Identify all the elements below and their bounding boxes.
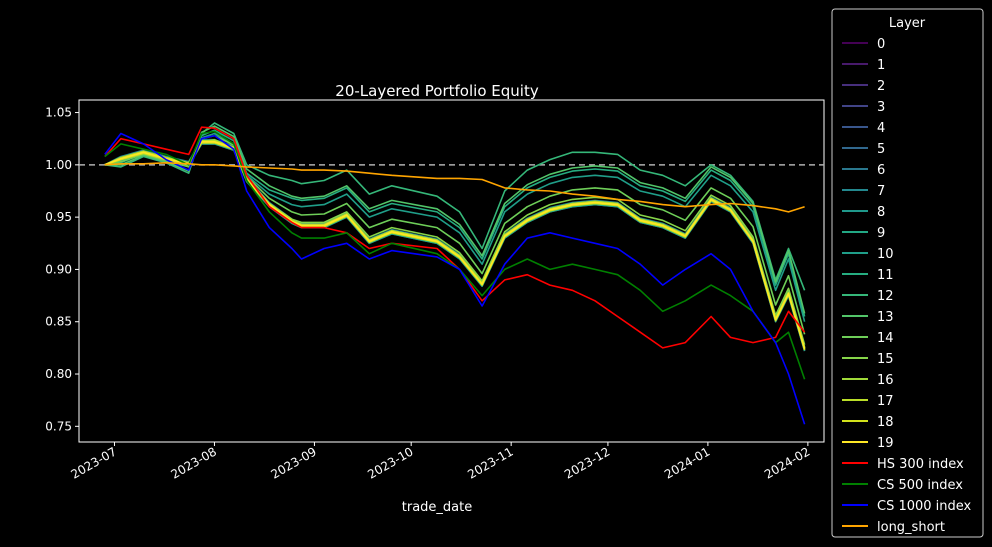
legend-label-21: CS 500 index [877, 478, 963, 493]
y-tick-label-2: 0.85 [45, 315, 72, 329]
series-line-13 [104, 125, 806, 314]
series-line-19 [104, 141, 806, 350]
x-tick-label-6: 2024-01 [662, 444, 712, 481]
legend-label-1: 1 [877, 58, 885, 73]
legend-label-19: 19 [877, 436, 894, 451]
legend-label-15: 15 [877, 352, 894, 367]
legend-label-9: 9 [877, 226, 885, 241]
legend-label-4: 4 [877, 121, 885, 136]
legend-label-18: 18 [877, 415, 894, 430]
legend-label-16: 16 [877, 373, 894, 388]
legend-label-3: 3 [877, 100, 885, 115]
legend-label-6: 6 [877, 163, 885, 178]
series-line-21 [104, 130, 806, 380]
legend-label-23: long_short [877, 520, 945, 535]
legend-label-7: 7 [877, 184, 885, 199]
x-tick-label-5: 2023-12 [562, 444, 612, 481]
legend-title: Layer [889, 16, 926, 31]
legend-label-22: CS 1000 index [877, 499, 972, 514]
series-line-20 [104, 126, 806, 349]
x-tick-label-0: 2023-07 [69, 444, 119, 481]
y-axis: 0.75 0.80 0.85 0.90 0.95 1.00 1.05 [45, 106, 79, 433]
legend-label-20: HS 300 index [877, 457, 964, 472]
x-tick-label-3: 2023-10 [365, 444, 415, 481]
legend-label-11: 11 [877, 268, 894, 283]
y-tick-label-1: 0.80 [45, 367, 72, 381]
y-tick-label-0: 0.75 [45, 419, 72, 433]
chart-title: 20-Layered Portfolio Equity [335, 82, 539, 100]
y-tick-label-6: 1.05 [45, 106, 72, 120]
plot-area [78, 99, 825, 443]
legend-label-2: 2 [877, 79, 885, 94]
x-tick-label-1: 2023-08 [169, 444, 219, 481]
legend-label-5: 5 [877, 142, 885, 157]
x-tick-label-4: 2023-11 [465, 444, 515, 481]
legend-label-12: 12 [877, 289, 894, 304]
legend-label-17: 17 [877, 394, 894, 409]
legend-label-8: 8 [877, 205, 885, 220]
series-line-10 [104, 132, 806, 322]
y-tick-label-5: 1.00 [45, 158, 72, 172]
legend-label-0: 0 [877, 37, 885, 52]
legend-label-13: 13 [877, 310, 894, 325]
legend-box [831, 8, 984, 538]
series-line-23 [104, 162, 805, 213]
x-tick-label-7: 2024-02 [762, 444, 812, 481]
legend-label-14: 14 [877, 331, 894, 346]
y-tick-label-3: 0.90 [45, 262, 72, 276]
series-line-22 [104, 132, 806, 425]
legend-label-10: 10 [877, 247, 894, 262]
x-axis: 2023-07 2023-08 2023-09 2023-10 2023-11 2023-… [69, 442, 812, 482]
x-axis-label: trade_date [402, 500, 472, 515]
y-tick-label-4: 0.95 [45, 210, 72, 224]
x-tick-label-2: 2023-09 [269, 444, 319, 481]
